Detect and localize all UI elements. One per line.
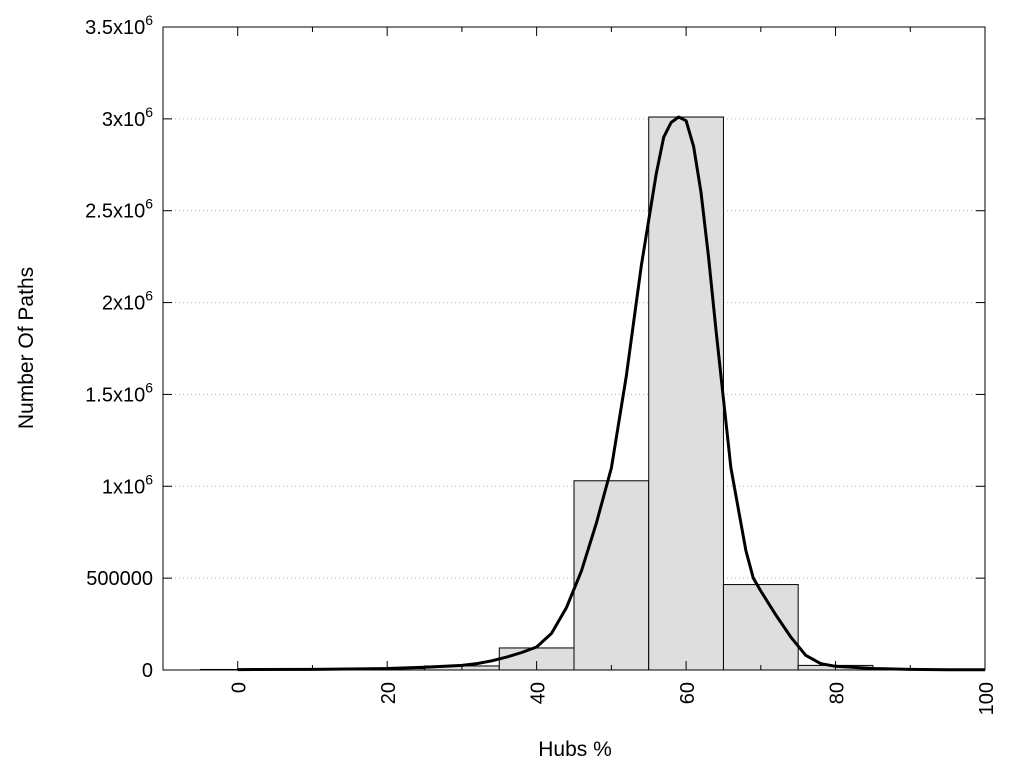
tick-marks xyxy=(163,26,986,671)
y-tick-label: 500000 xyxy=(86,568,153,590)
x-tick-label: 80 xyxy=(827,682,849,704)
plot-frame xyxy=(162,26,986,671)
y-tick-label: 1.5x106 xyxy=(85,379,153,406)
x-tick-label: 0 xyxy=(229,682,251,693)
fit-curve xyxy=(237,115,986,672)
x-tick-label: 60 xyxy=(677,682,699,704)
histogram-bar xyxy=(573,480,650,671)
histogram-bar xyxy=(648,116,724,671)
y-tick-label: 2x106 xyxy=(102,288,153,315)
y-axis-label: Number Of Paths xyxy=(15,267,38,429)
x-tick-labels: 0 20 40 60 80 100 xyxy=(229,682,998,715)
x-tick-label: 40 xyxy=(528,682,550,704)
grid-lines xyxy=(163,118,985,579)
y-tick-label: 0 xyxy=(142,660,153,682)
x-axis-label: Hubs % xyxy=(538,738,612,761)
x-tick-label: 20 xyxy=(378,682,400,704)
y-tick-label: 1x106 xyxy=(102,471,153,498)
fit-curve-layer xyxy=(237,115,986,672)
y-tick-label: 3x106 xyxy=(102,104,153,131)
y-tick-label: 2.5x106 xyxy=(85,196,153,223)
y-tick-labels: 0 500000 1x106 1.5x106 2x106 2.5x106 3x106 3.5x… xyxy=(85,12,153,682)
histogram-bar xyxy=(722,584,799,671)
y-tick-label: 3.5x106 xyxy=(85,12,153,39)
histogram-bars xyxy=(199,116,986,671)
x-tick-label: 100 xyxy=(976,682,998,715)
